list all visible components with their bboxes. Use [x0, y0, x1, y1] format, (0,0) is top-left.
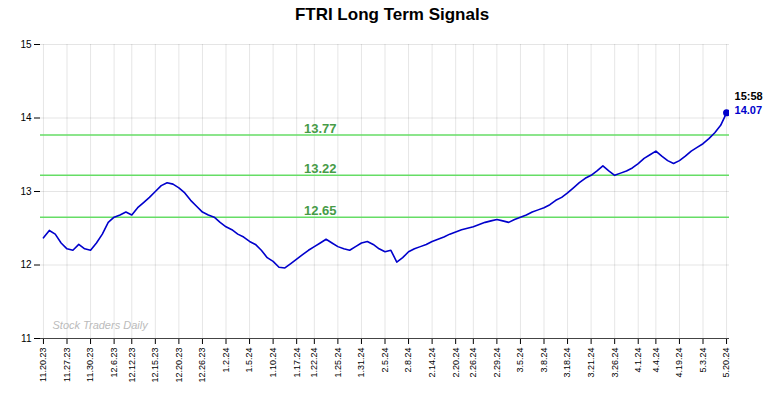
- svg-text:3.8.24: 3.8.24: [539, 348, 549, 373]
- svg-text:1.17.24: 1.17.24: [292, 348, 302, 378]
- svg-text:15:58: 15:58: [735, 90, 763, 102]
- svg-text:12.12.23: 12.12.23: [127, 348, 137, 383]
- svg-text:2.8.24: 2.8.24: [403, 348, 413, 373]
- svg-text:12.15.23: 12.15.23: [150, 348, 160, 383]
- svg-text:12.65: 12.65: [304, 203, 337, 218]
- svg-text:4.1.24: 4.1.24: [633, 348, 643, 373]
- svg-text:5.20.24: 5.20.24: [721, 348, 731, 378]
- svg-text:12.26.23: 12.26.23: [197, 348, 207, 383]
- svg-text:14.07: 14.07: [735, 104, 763, 116]
- svg-text:3.26.24: 3.26.24: [610, 348, 620, 378]
- svg-text:2.29.24: 2.29.24: [492, 348, 502, 378]
- svg-text:1.22.24: 1.22.24: [309, 348, 319, 378]
- svg-text:15: 15: [20, 39, 32, 50]
- svg-text:11.20.23: 11.20.23: [38, 348, 48, 382]
- svg-text:5.3.24: 5.3.24: [698, 348, 708, 373]
- html-text:FTRI Long Term Signals: FTRI Long Term Signals: [294, 5, 490, 24]
- svg-text:1.5.24: 1.5.24: [244, 348, 254, 373]
- svg-text:3.5.24: 3.5.24: [515, 348, 525, 373]
- svg-text:4.4.24: 4.4.24: [651, 348, 661, 373]
- svg-text:1.2.24: 1.2.24: [221, 348, 231, 373]
- svg-text:12.6.23: 12.6.23: [109, 348, 119, 378]
- svg-text:14: 14: [20, 112, 32, 123]
- svg-text:1.10.24: 1.10.24: [268, 348, 278, 378]
- svg-text:1.25.24: 1.25.24: [333, 348, 343, 378]
- svg-text:11: 11: [21, 333, 32, 344]
- svg-text:3.21.24: 3.21.24: [586, 348, 596, 378]
- svg-text:4.19.24: 4.19.24: [674, 348, 684, 378]
- svg-text:2.26.24: 2.26.24: [468, 348, 478, 378]
- svg-text:2.14.24: 2.14.24: [427, 348, 437, 378]
- svg-text:Stock Traders Daily: Stock Traders Daily: [53, 319, 150, 331]
- svg-text:11.30.23: 11.30.23: [85, 348, 95, 382]
- svg-text:2.20.24: 2.20.24: [451, 348, 461, 378]
- svg-text:1.31.24: 1.31.24: [356, 348, 366, 378]
- svg-text:13.22: 13.22: [304, 161, 337, 176]
- svg-text:13.77: 13.77: [304, 121, 337, 136]
- svg-text:12: 12: [20, 259, 32, 270]
- svg-text:11.27.23: 11.27.23: [62, 348, 72, 382]
- svg-text:2.5.24: 2.5.24: [380, 348, 390, 373]
- svg-text:13: 13: [20, 186, 32, 197]
- svg-text:3.18.24: 3.18.24: [562, 348, 572, 378]
- svg-text:12.20.23: 12.20.23: [174, 348, 184, 383]
